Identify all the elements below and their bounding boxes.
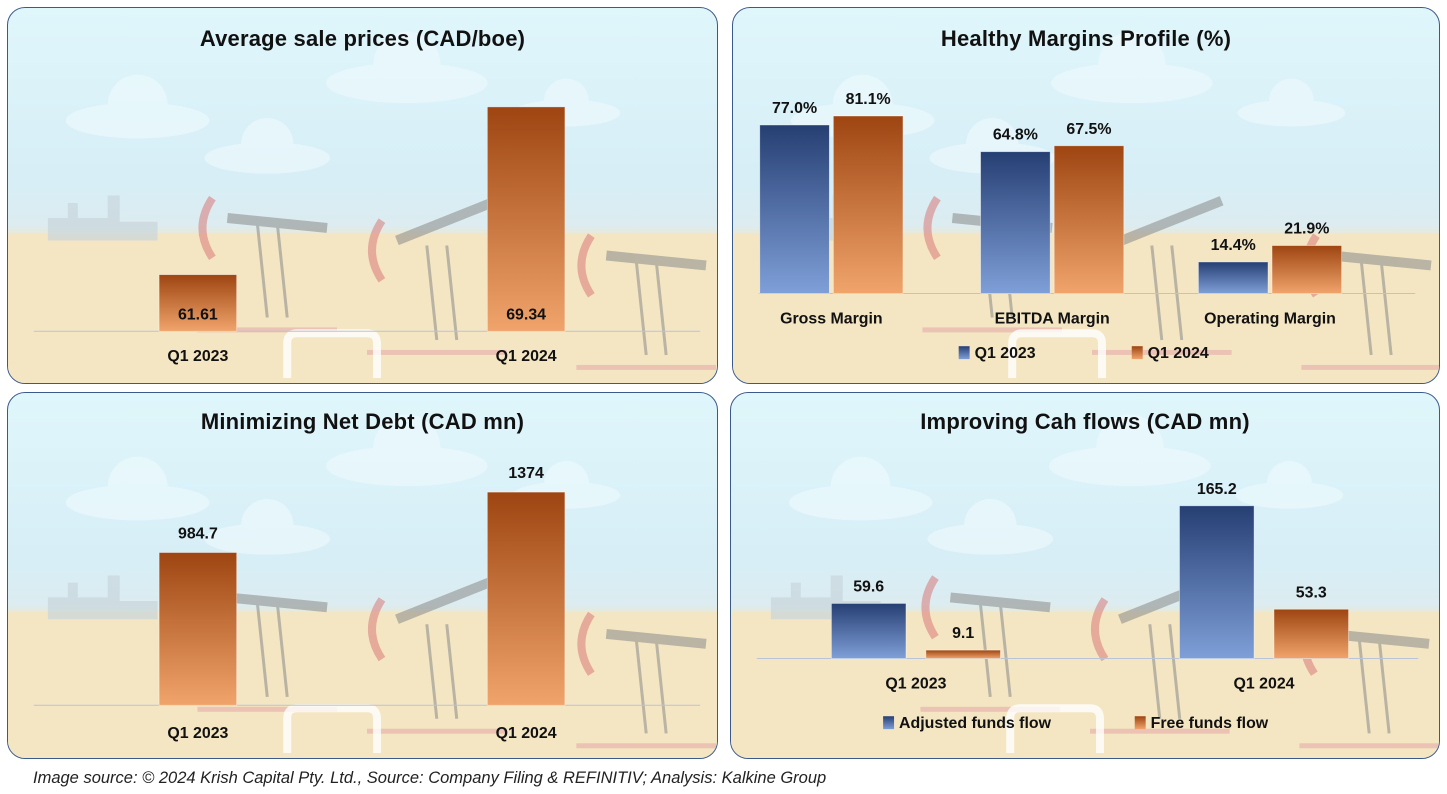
data-label: 165.2 (1197, 481, 1237, 498)
chart-title: Minimizing Net Debt (CAD mn) (200, 409, 525, 434)
category-label: EBITDA Margin (995, 310, 1110, 327)
desert-ground (8, 233, 717, 383)
data-label: 59.6 (853, 579, 884, 596)
oilfield-background (8, 31, 717, 383)
chart-title: Healthy Margins Profile (%) (940, 26, 1232, 51)
cloud-icon (927, 498, 1054, 555)
bar-adjusted-funds-flow (1179, 505, 1255, 659)
bar-free-funds-flow (925, 649, 1001, 659)
bar-q1-2024 (1053, 145, 1125, 294)
bar-free-funds-flow (1273, 608, 1349, 659)
bar (158, 552, 238, 706)
legend-swatch-orange (1131, 346, 1143, 360)
data-label: 14.4% (1211, 237, 1256, 254)
chart-title: Improving Cah flows (CAD mn) (920, 409, 1250, 434)
cloud-icon (788, 456, 933, 521)
cloud-icon (204, 498, 331, 555)
bar (486, 106, 566, 332)
bar-adjusted-funds-flow (830, 603, 907, 659)
cloud-icon (1051, 31, 1213, 104)
cloud-icon (1237, 78, 1346, 127)
legend-label: Adjusted funds flow (899, 715, 1052, 732)
cloud-icon (204, 117, 331, 174)
legend-label: Q1 2023 (975, 345, 1036, 362)
data-label: 984.7 (178, 526, 218, 543)
data-label: 21.9% (1284, 221, 1329, 238)
city-skyline (47, 195, 158, 241)
data-label: 77.0% (772, 100, 817, 117)
legend-swatch-blue (958, 346, 970, 360)
bar-q1-2023 (759, 124, 830, 294)
pumpjack-icon (197, 195, 338, 333)
pumpjack-icon (366, 196, 507, 355)
bar-q1-2023 (980, 151, 1051, 294)
data-label: 64.8% (993, 127, 1038, 144)
pumpjack-icon (576, 611, 717, 749)
data-label: 1374 (508, 465, 544, 482)
bar (158, 274, 238, 332)
cloud-icon (326, 31, 488, 104)
data-label: 53.3 (1296, 584, 1327, 601)
oilfield-background (731, 414, 1439, 758)
legend-label: Free funds flow (1151, 715, 1269, 732)
margins-profile-chart: 77.0% 81.1% Gross Margin 64.8% 67.5% EBITDA M… (758, 91, 1416, 362)
pumpjack-icon (366, 574, 507, 734)
legend-swatch-orange (1134, 716, 1146, 730)
category-label: Q1 2023 (885, 675, 946, 692)
category-label: Q1 2024 (496, 348, 557, 365)
avg-sale-prices-chart: 61.61 Q1 2023 69.34 Q1 2024 (33, 106, 701, 365)
net-debt-panel: Minimizing Net Debt (CAD mn) 984.7 Q1 202… (7, 392, 718, 759)
pumpjack-icon (920, 575, 1061, 712)
bar-q1-2024 (832, 115, 904, 294)
net-debt-chart: 984.7 Q1 2023 1374 Q1 2024 (33, 465, 701, 742)
pipeline-icon (283, 704, 381, 754)
pipeline-icon (1008, 329, 1106, 379)
cash-flows-chart: 59.6 9.1 Q1 2023 165.2 53.3 Q1 2024 Adjusted f… (756, 481, 1419, 732)
bar-q1-2024 (1271, 245, 1343, 294)
avg-sale-prices-panel: Average sale prices (CAD/boe) 61.61 Q1 20… (7, 7, 718, 384)
legend-label: Q1 2024 (1148, 345, 1209, 362)
image-source-footer: Image source: © 2024 Krish Capital Pty. … (33, 769, 827, 787)
cloud-icon (1235, 460, 1344, 509)
category-label: Q1 2024 (496, 725, 557, 742)
pipeline-icon (283, 329, 381, 379)
category-label: Q1 2023 (167, 725, 228, 742)
city-skyline (47, 575, 158, 620)
margins-profile-panel: Healthy Margins Profile (%) 77.0% 81.1% Gr… (732, 7, 1440, 384)
data-label: 67.5% (1066, 121, 1111, 138)
cloud-icon (65, 74, 210, 139)
data-label: 61.61 (178, 306, 218, 323)
legend-swatch-blue (883, 716, 895, 730)
bar-q1-2023 (1198, 261, 1269, 294)
pipeline-icon (1006, 704, 1104, 754)
category-label: Operating Margin (1204, 310, 1336, 327)
cloud-icon (65, 456, 210, 521)
bar (486, 491, 566, 706)
oilfield-background (8, 414, 717, 758)
data-label: 9.1 (952, 625, 974, 642)
category-label: Q1 2023 (167, 348, 228, 365)
cloud-icon (1049, 414, 1211, 487)
cloud-icon (326, 414, 488, 487)
category-label: Gross Margin (780, 310, 883, 327)
chart-title: Average sale prices (CAD/boe) (199, 26, 526, 51)
data-label: 81.1% (846, 91, 891, 108)
data-label: 69.34 (506, 306, 546, 323)
desert-ground (8, 612, 717, 758)
pumpjack-icon (576, 233, 717, 370)
category-label: Q1 2024 (1234, 675, 1295, 692)
cash-flows-panel: Improving Cah flows (CAD mn) 59.6 9.1 Q1 2… (730, 392, 1440, 759)
